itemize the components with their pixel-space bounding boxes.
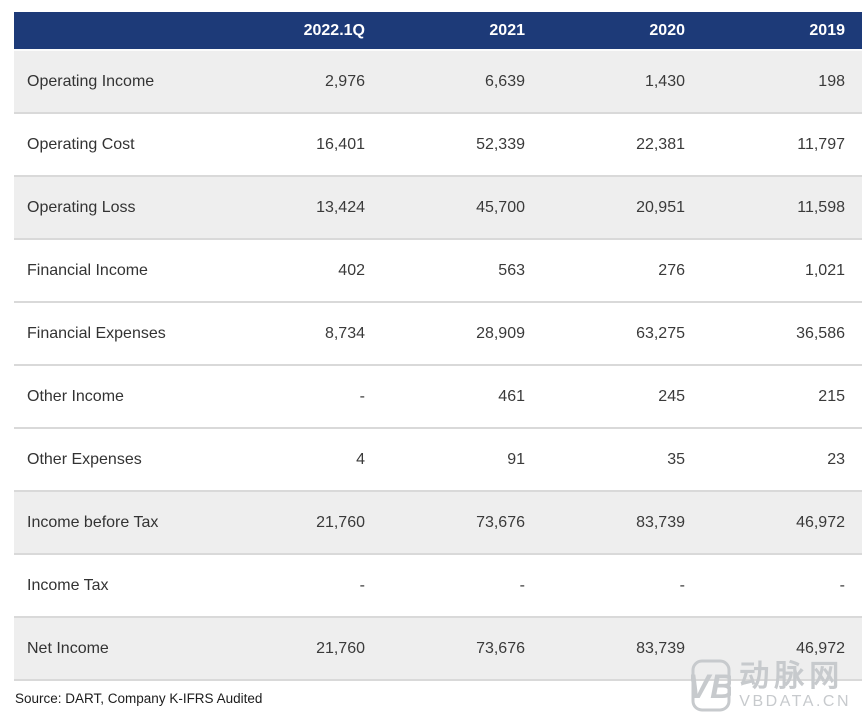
row-label: Other Expenses xyxy=(27,450,142,468)
cell-value: 11,598 xyxy=(797,198,845,216)
cell-value: 83,739 xyxy=(636,639,685,657)
table-row-other-expenses: Other Expenses 4 91 35 23 xyxy=(14,428,862,491)
cell-value: 21,760 xyxy=(316,513,365,531)
cell-value: 46,972 xyxy=(796,639,845,657)
source-note: Source: DART, Company K-IFRS Audited xyxy=(15,691,263,706)
table-body: Operating Income 2,976 6,639 1,430 198 O… xyxy=(14,50,862,680)
row-label: Other Income xyxy=(27,387,124,405)
cell-value: 35 xyxy=(667,450,685,468)
cell-value: 1,021 xyxy=(804,261,845,279)
row-label: Financial Income xyxy=(27,261,148,279)
cell-value: 83,739 xyxy=(636,513,685,531)
table-row-operating-cost: Operating Cost 16,401 52,339 22,381 11,7… xyxy=(14,113,862,176)
cell-value: 21,760 xyxy=(316,639,365,657)
cell-value: 11,797 xyxy=(797,135,845,153)
financial-table-wrap: 2022.1Q 2021 2020 2019 Operating Income … xyxy=(14,12,862,681)
cell-value: 23 xyxy=(827,450,845,468)
table-row-other-income: Other Income - 461 245 215 xyxy=(14,365,862,428)
cell-value: 563 xyxy=(498,261,525,279)
cell-value: - xyxy=(359,387,365,405)
header-cell-2022-1q: 2022.1Q xyxy=(222,12,382,50)
row-label: Financial Expenses xyxy=(27,324,166,342)
table-row-financial-expenses: Financial Expenses 8,734 28,909 63,275 3… xyxy=(14,302,862,365)
cell-value: 45,700 xyxy=(476,198,525,216)
cell-value: 461 xyxy=(498,387,525,405)
cell-value: 13,424 xyxy=(316,198,365,216)
row-label: Income Tax xyxy=(27,576,109,594)
table-row-net-income: Net Income 21,760 73,676 83,739 46,972 xyxy=(14,617,862,680)
watermark-site: VBDATA.CN xyxy=(739,693,851,710)
cell-value: 73,676 xyxy=(476,639,525,657)
cell-value: 215 xyxy=(818,387,845,405)
header-cell-2019: 2019 xyxy=(702,12,862,50)
cell-value: 198 xyxy=(818,72,845,90)
cell-value: 6,639 xyxy=(484,72,525,90)
cell-value: 91 xyxy=(507,450,525,468)
cell-value: 63,275 xyxy=(636,324,685,342)
cell-value: 402 xyxy=(338,261,365,279)
cell-value: 4 xyxy=(356,450,365,468)
row-label: Operating Loss xyxy=(27,198,136,216)
table-header: 2022.1Q 2021 2020 2019 xyxy=(14,12,862,50)
cell-value: 1,430 xyxy=(644,72,685,90)
cell-value: 46,972 xyxy=(796,513,845,531)
cell-value: - xyxy=(839,576,845,594)
cell-value: 28,909 xyxy=(476,324,525,342)
cell-value: 8,734 xyxy=(324,324,365,342)
cell-value: 73,676 xyxy=(476,513,525,531)
header-cell-2021: 2021 xyxy=(382,12,542,50)
cell-value: 36,586 xyxy=(796,324,845,342)
cell-value: - xyxy=(679,576,685,594)
financial-table: 2022.1Q 2021 2020 2019 Operating Income … xyxy=(14,12,862,681)
table-row-income-tax: Income Tax - - - - xyxy=(14,554,862,617)
header-cell-2020: 2020 xyxy=(542,12,702,50)
table-row-income-before-tax: Income before Tax 21,760 73,676 83,739 4… xyxy=(14,491,862,554)
header-row: 2022.1Q 2021 2020 2019 xyxy=(14,12,862,50)
cell-value: 22,381 xyxy=(636,135,685,153)
cell-value: 20,951 xyxy=(636,198,685,216)
table-row-operating-loss: Operating Loss 13,424 45,700 20,951 11,5… xyxy=(14,176,862,239)
table-row-operating-income: Operating Income 2,976 6,639 1,430 198 xyxy=(14,50,862,113)
row-label: Operating Cost xyxy=(27,135,135,153)
cell-value: - xyxy=(359,576,365,594)
cell-value: 2,976 xyxy=(324,72,365,90)
table-row-financial-income: Financial Income 402 563 276 1,021 xyxy=(14,239,862,302)
row-label: Net Income xyxy=(27,639,109,657)
header-cell-blank xyxy=(14,12,222,50)
cell-value: - xyxy=(519,576,525,594)
cell-value: 16,401 xyxy=(316,135,365,153)
cell-value: 276 xyxy=(658,261,685,279)
cell-value: 52,339 xyxy=(476,135,525,153)
row-label: Income before Tax xyxy=(27,513,159,531)
cell-value: 245 xyxy=(658,387,685,405)
row-label: Operating Income xyxy=(27,72,155,90)
